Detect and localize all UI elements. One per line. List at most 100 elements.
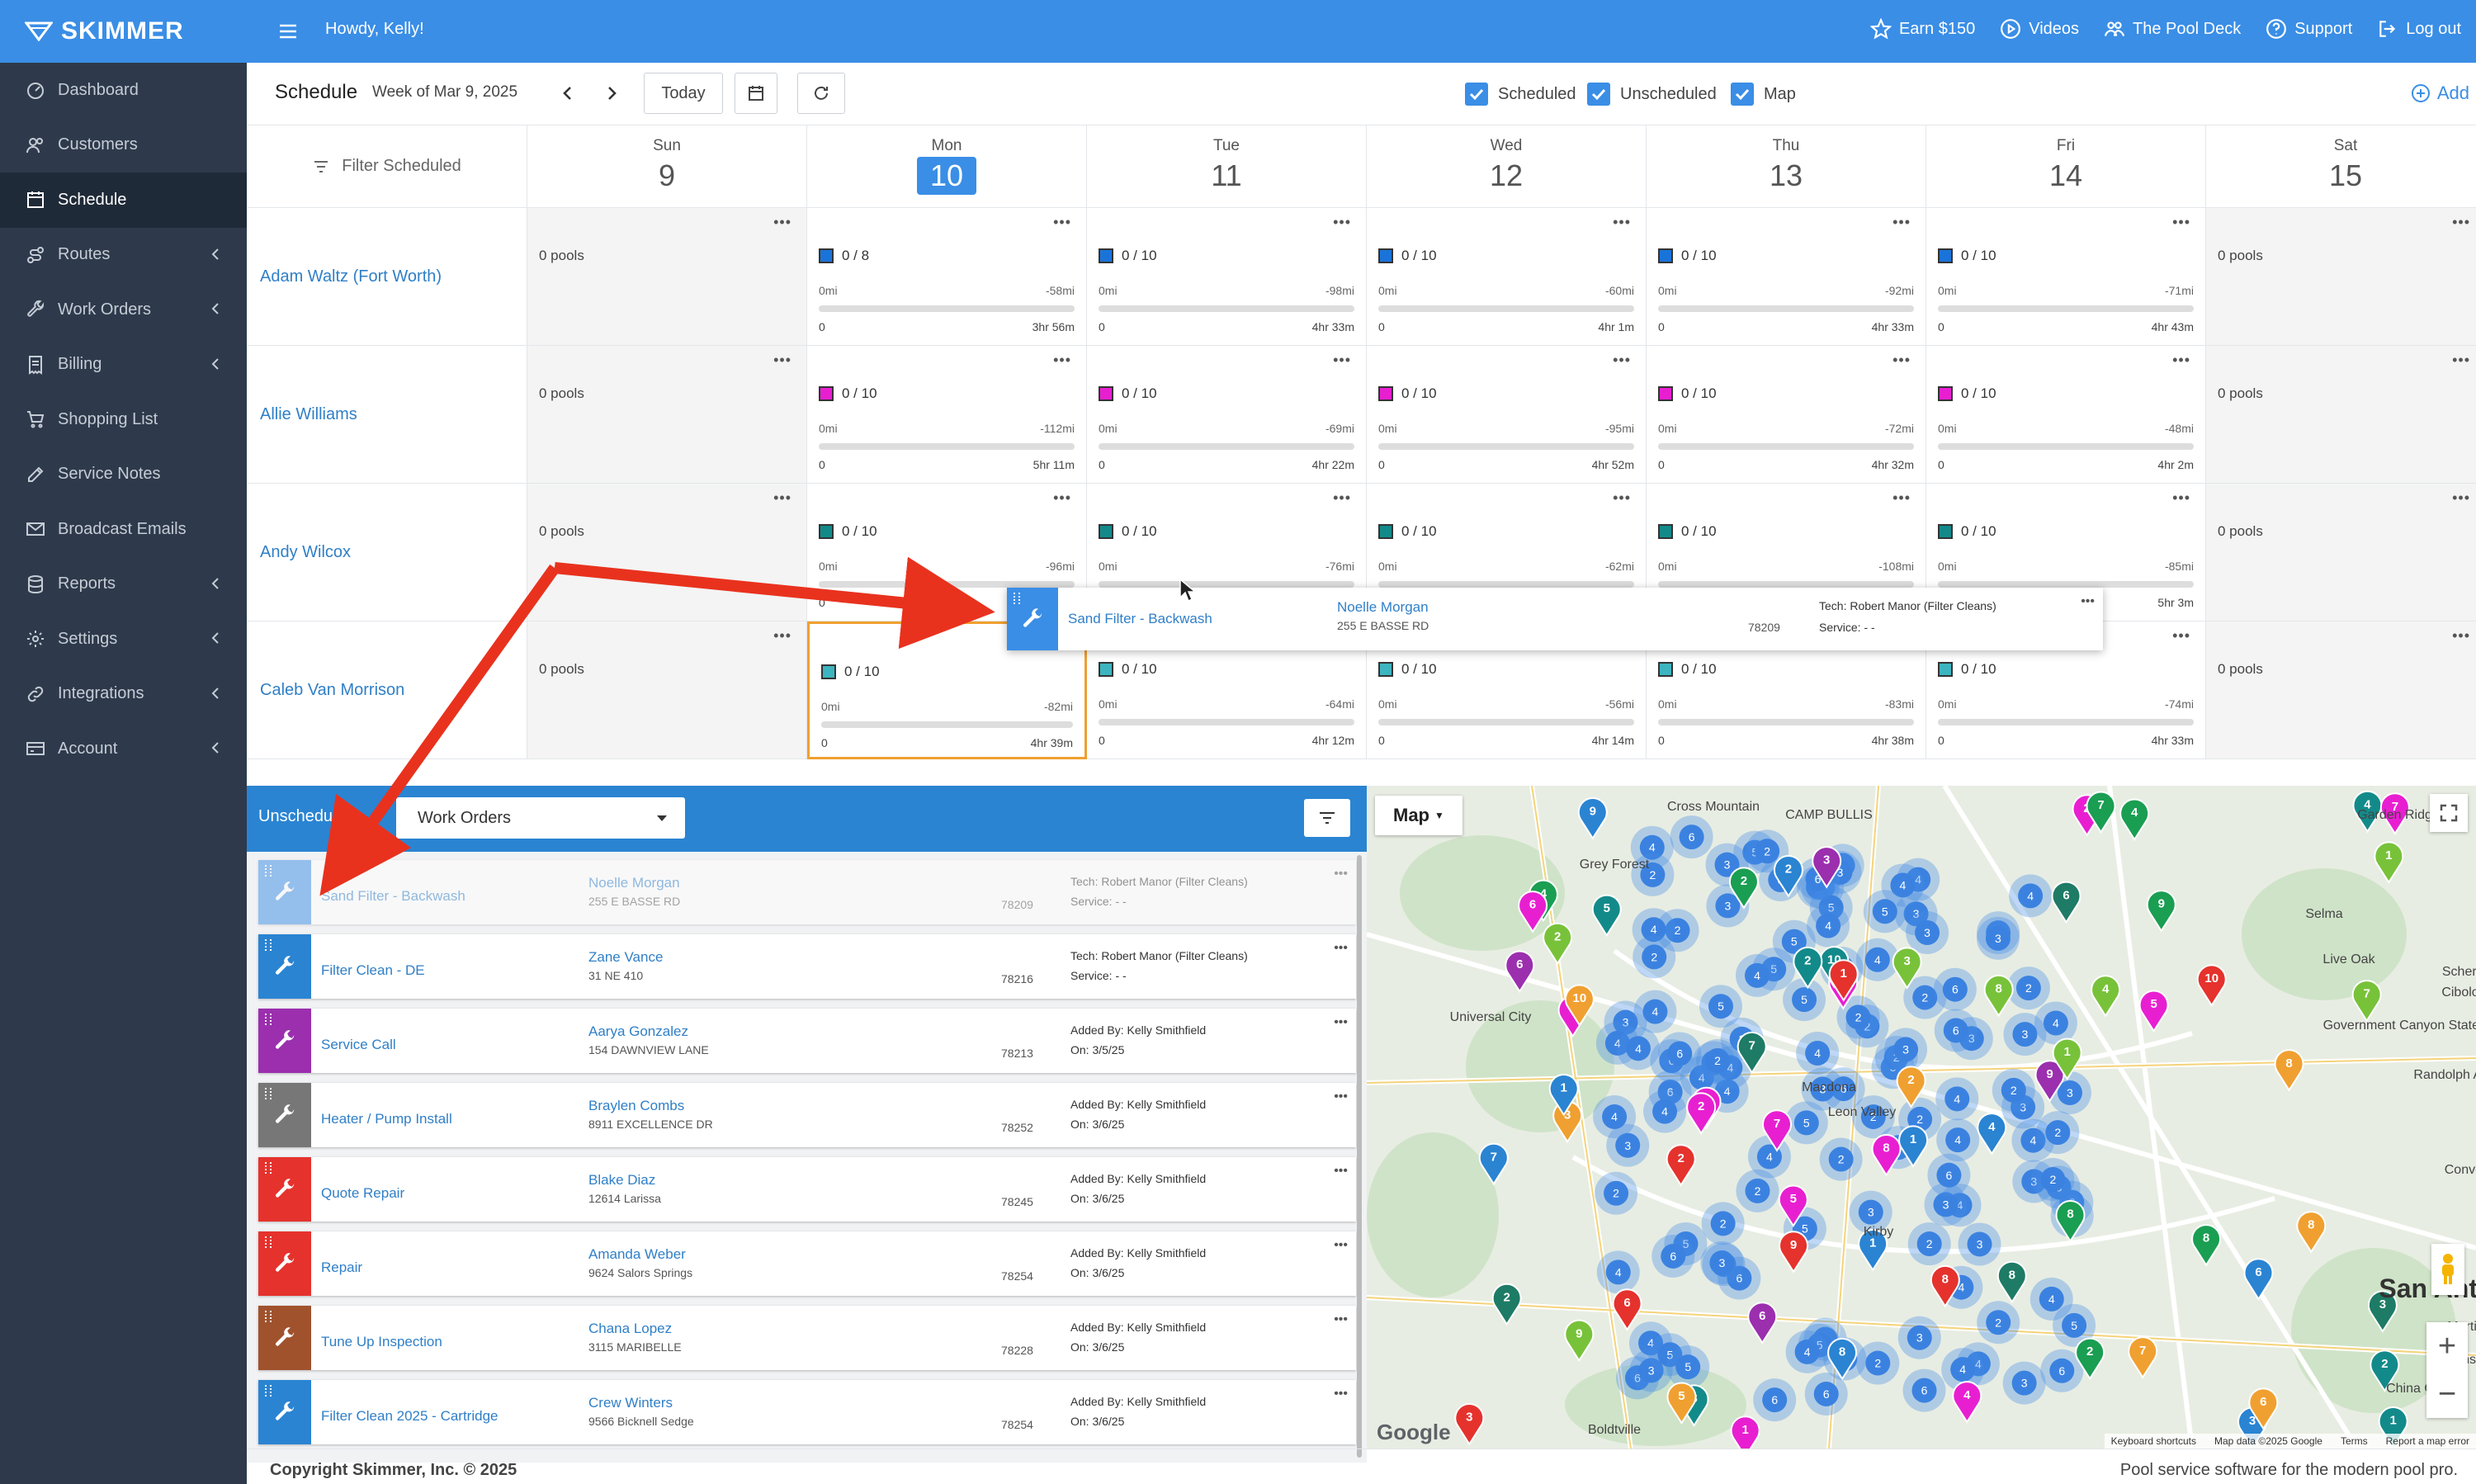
unscheduled-filter-button[interactable] xyxy=(1304,799,1350,837)
map-cluster-marker[interactable]: 2 xyxy=(1836,995,1880,1039)
drag-handle-icon[interactable] xyxy=(265,1236,272,1248)
map-cluster-marker[interactable]: 5 xyxy=(1699,985,1742,1028)
street-view-pegman-icon[interactable] xyxy=(2431,1244,2464,1295)
day-header-mon[interactable]: Mon 10 xyxy=(807,125,1087,208)
map-cluster-marker[interactable]: 3 xyxy=(1884,1028,1928,1071)
more-options-icon[interactable]: ••• xyxy=(2452,489,2470,506)
more-options-icon[interactable]: ••• xyxy=(2172,214,2190,230)
map-cluster-marker[interactable]: 2 xyxy=(1595,1171,1638,1215)
schedule-day-cell[interactable]: ••• 0 pools xyxy=(2206,484,2476,621)
map-pin-marker[interactable]: 1 xyxy=(1898,1125,1929,1168)
map-pin-marker[interactable]: 2 xyxy=(1896,1066,1926,1108)
map-pin-marker[interactable]: 6 xyxy=(1612,1288,1642,1331)
customer-name[interactable]: Chana Lopez xyxy=(588,1321,673,1336)
map-cluster-marker[interactable]: 4 xyxy=(1785,1330,1829,1373)
map-cluster-marker[interactable]: 2 xyxy=(2036,1111,2080,1155)
map-pin-marker[interactable]: 9 xyxy=(2034,1060,2065,1103)
map-cluster-marker[interactable]: 5 xyxy=(2053,1303,2096,1347)
schedule-day-cell[interactable]: ••• 0 pools xyxy=(2206,621,2476,759)
map-pin-marker[interactable]: 4 xyxy=(1977,1113,2007,1156)
map-pin-marker[interactable]: 8 xyxy=(2191,1224,2222,1267)
zoom-in-button[interactable]: + xyxy=(2437,1328,2457,1363)
sidebar-item-routes[interactable]: Routes xyxy=(0,228,247,283)
add-button[interactable]: Add xyxy=(2411,83,2469,104)
map-pin-marker[interactable]: 8 xyxy=(1930,1264,1960,1308)
sidebar-item-reports[interactable]: Reports xyxy=(0,557,247,612)
map-cluster-marker[interactable]: 3 xyxy=(1976,916,2020,960)
more-options-icon[interactable]: ••• xyxy=(1333,352,1351,368)
map-cluster-marker[interactable]: 4 xyxy=(1855,938,1899,981)
more-options-icon[interactable]: ••• xyxy=(1892,352,1911,368)
work-order-type-select[interactable]: Work Orders xyxy=(396,797,685,839)
sidebar-item-schedule[interactable]: Schedule xyxy=(0,173,247,228)
drag-card-customer[interactable]: Noelle Morgan xyxy=(1337,599,1429,615)
day-header-thu[interactable]: Thu 13 xyxy=(1647,125,1926,208)
more-options-icon[interactable]: ••• xyxy=(1334,1238,1348,1252)
map-cluster-marker[interactable]: 4 xyxy=(1941,1348,1985,1392)
zoom-out-button[interactable]: − xyxy=(2437,1376,2457,1411)
schedule-day-cell[interactable]: ••• 0 / 10 0mi -60mi 0 4hr 1m xyxy=(1367,208,1647,346)
work-order-row[interactable]: Filter Clean 2025 - Cartridge Crew Winte… xyxy=(258,1380,1356,1444)
map-type-button[interactable]: Map ▼ xyxy=(1375,796,1462,835)
map-pin-marker[interactable]: 8 xyxy=(1983,974,2014,1018)
more-options-icon[interactable]: ••• xyxy=(1613,214,1631,230)
more-options-icon[interactable]: ••• xyxy=(1333,489,1351,506)
map-cluster-marker[interactable]: 4 xyxy=(1616,1027,1660,1070)
fullscreen-button[interactable] xyxy=(2430,794,2468,832)
map-pin-marker[interactable]: 2 xyxy=(2370,1349,2400,1392)
more-options-icon[interactable]: ••• xyxy=(1334,1312,1348,1326)
map-cluster-marker[interactable]: 3 xyxy=(2002,1361,2046,1405)
tech-name[interactable]: Caleb Van Morrison xyxy=(247,621,527,759)
customer-name[interactable]: Noelle Morgan xyxy=(588,875,680,891)
drag-handle-icon[interactable] xyxy=(265,1162,272,1174)
map-cluster-marker[interactable]: 2 xyxy=(1903,976,1947,1019)
map-pin-marker[interactable]: 6 xyxy=(1747,1302,1778,1345)
map-cluster-marker[interactable]: 3 xyxy=(1801,1067,1845,1111)
more-options-icon[interactable]: ••• xyxy=(773,489,791,506)
prev-week-button[interactable] xyxy=(554,79,582,107)
map-pin-marker[interactable]: 7 xyxy=(2086,791,2116,834)
drag-handle-icon[interactable] xyxy=(265,1385,272,1397)
schedule-day-cell[interactable]: ••• 0 pools xyxy=(2206,346,2476,484)
drag-handle-icon[interactable] xyxy=(265,1311,272,1322)
map-cluster-marker[interactable]: 5 xyxy=(1783,978,1826,1022)
map-pin-marker[interactable]: 6 xyxy=(2051,881,2081,924)
more-options-icon[interactable]: ••• xyxy=(1892,489,1911,506)
map-cluster-marker[interactable]: 2 xyxy=(1851,1095,1895,1139)
map-pin-marker[interactable]: 7 xyxy=(1737,1031,1767,1075)
work-order-title[interactable]: Sand Filter - Backwash xyxy=(321,888,465,904)
map-cluster-marker[interactable]: 2 xyxy=(1856,1341,1900,1385)
day-header-tue[interactable]: Tue 11 xyxy=(1087,125,1367,208)
map-pin-marker[interactable]: 1 xyxy=(2378,1406,2408,1449)
map-cluster-marker[interactable]: 6 xyxy=(1804,1372,1848,1415)
work-order-title[interactable]: Filter Clean 2025 - Cartridge xyxy=(321,1408,499,1424)
hamburger-menu-icon[interactable] xyxy=(276,20,300,43)
schedule-day-cell[interactable]: ••• 0 / 8 0mi -58mi 0 3hr 56m xyxy=(807,208,1087,346)
map-pin-marker[interactable]: 1 xyxy=(2374,841,2404,884)
map-cluster-marker[interactable]: 3 xyxy=(1958,1222,2001,1266)
map-cluster-marker[interactable]: 2 xyxy=(1696,1039,1740,1083)
map-cluster-marker[interactable]: 6 xyxy=(1934,1009,1977,1052)
brand-logo[interactable]: SKIMMER xyxy=(0,0,247,63)
map-cluster-marker[interactable]: 6 xyxy=(1670,815,1713,859)
schedule-day-cell[interactable]: ••• 0 pools xyxy=(2206,208,2476,346)
dragging-work-order-card[interactable]: Sand Filter - Backwash Noelle Morgan 255… xyxy=(1007,588,2103,650)
more-options-icon[interactable]: ••• xyxy=(773,627,791,644)
tech-name[interactable]: Andy Wilcox xyxy=(247,484,527,621)
schedule-day-cell[interactable]: ••• 0 / 10 0mi -98mi 0 4hr 33m xyxy=(1087,208,1367,346)
map-cluster-marker[interactable]: 2 xyxy=(2031,1157,2075,1201)
map-pin-marker[interactable]: 3 xyxy=(1892,947,1922,990)
map-pin-marker[interactable]: 9 xyxy=(1564,1319,1595,1363)
schedule-day-cell[interactable]: ••• 0 / 10 0mi -69mi 0 4hr 22m xyxy=(1087,346,1367,484)
more-options-icon[interactable]: ••• xyxy=(773,214,791,230)
calendar-picker-button[interactable] xyxy=(735,73,777,114)
sidebar-item-integrations[interactable]: Integrations xyxy=(0,667,247,722)
map-cluster-marker[interactable]: 2 xyxy=(1736,1169,1779,1212)
drag-handle-icon[interactable] xyxy=(265,1088,272,1099)
top-link-videos[interactable]: Videos xyxy=(2000,18,2079,40)
map-cluster-marker[interactable]: 2 xyxy=(1701,1202,1745,1245)
map-attribution-link[interactable]: Keyboard shortcuts xyxy=(2110,1435,2197,1447)
more-options-icon[interactable]: ••• xyxy=(2172,352,2190,368)
sidebar-item-shopping-list[interactable]: Shopping List xyxy=(0,392,247,447)
work-order-title[interactable]: Repair xyxy=(321,1260,363,1275)
